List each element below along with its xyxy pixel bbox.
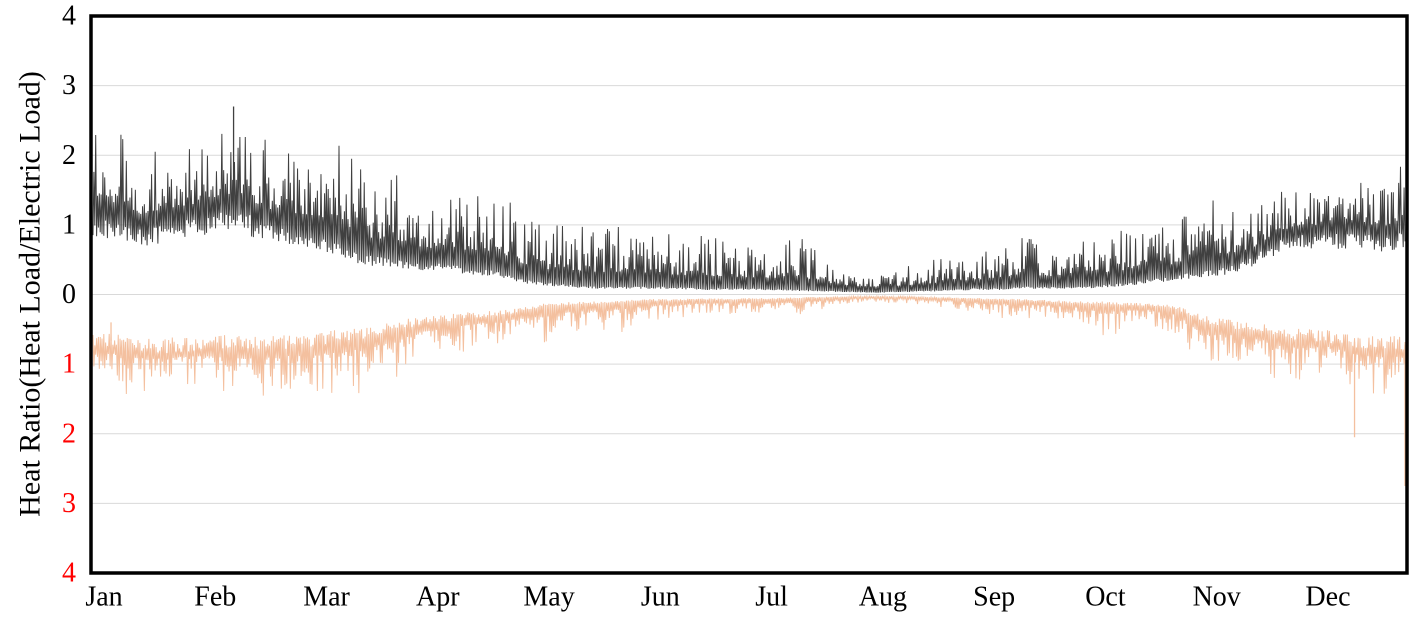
series-layer xyxy=(92,106,1406,486)
x-tick-label: May xyxy=(523,582,574,613)
x-tick-label: Apr xyxy=(416,582,460,613)
y-tick-label-lower: 3 xyxy=(62,488,76,519)
y-tick-label-lower: 2 xyxy=(62,418,76,449)
plot-frame xyxy=(89,14,1409,575)
y-tick-label: 3 xyxy=(62,70,76,101)
series-upper-line xyxy=(92,133,1406,293)
y-tick-label: 4 xyxy=(62,1,76,32)
x-tick-label: Oct xyxy=(1085,582,1126,613)
y-axis-title: Heat Ratio(Heat Load/Electric Load) xyxy=(14,71,47,517)
x-tick-label: Feb xyxy=(194,582,236,613)
y-tick-label-lower: 1 xyxy=(62,349,76,380)
y-tick-label: 1 xyxy=(62,209,76,240)
y-tick-label: 2 xyxy=(62,140,76,171)
x-tick-label: Nov xyxy=(1193,582,1241,613)
x-tick-label: Jun xyxy=(641,582,680,613)
x-tick-label: Dec xyxy=(1305,582,1350,613)
y-tick-label-lower: 4 xyxy=(62,558,76,589)
y-tick-label: 0 xyxy=(62,279,76,310)
x-tick-label: Jan xyxy=(85,582,122,613)
x-tick-label: Jul xyxy=(755,582,788,613)
tick-label-layer: 4 3 2 1 0 1 2 3 4 Jan Feb Mar Apr May Jun Jul Aug Sep Oct N… xyxy=(62,1,1351,613)
x-tick-label: Mar xyxy=(303,582,350,613)
x-tick-label: Aug xyxy=(859,582,907,613)
grid-layer xyxy=(91,85,1407,504)
x-tick-label: Sep xyxy=(973,582,1015,613)
series-lower-line xyxy=(92,294,1406,396)
